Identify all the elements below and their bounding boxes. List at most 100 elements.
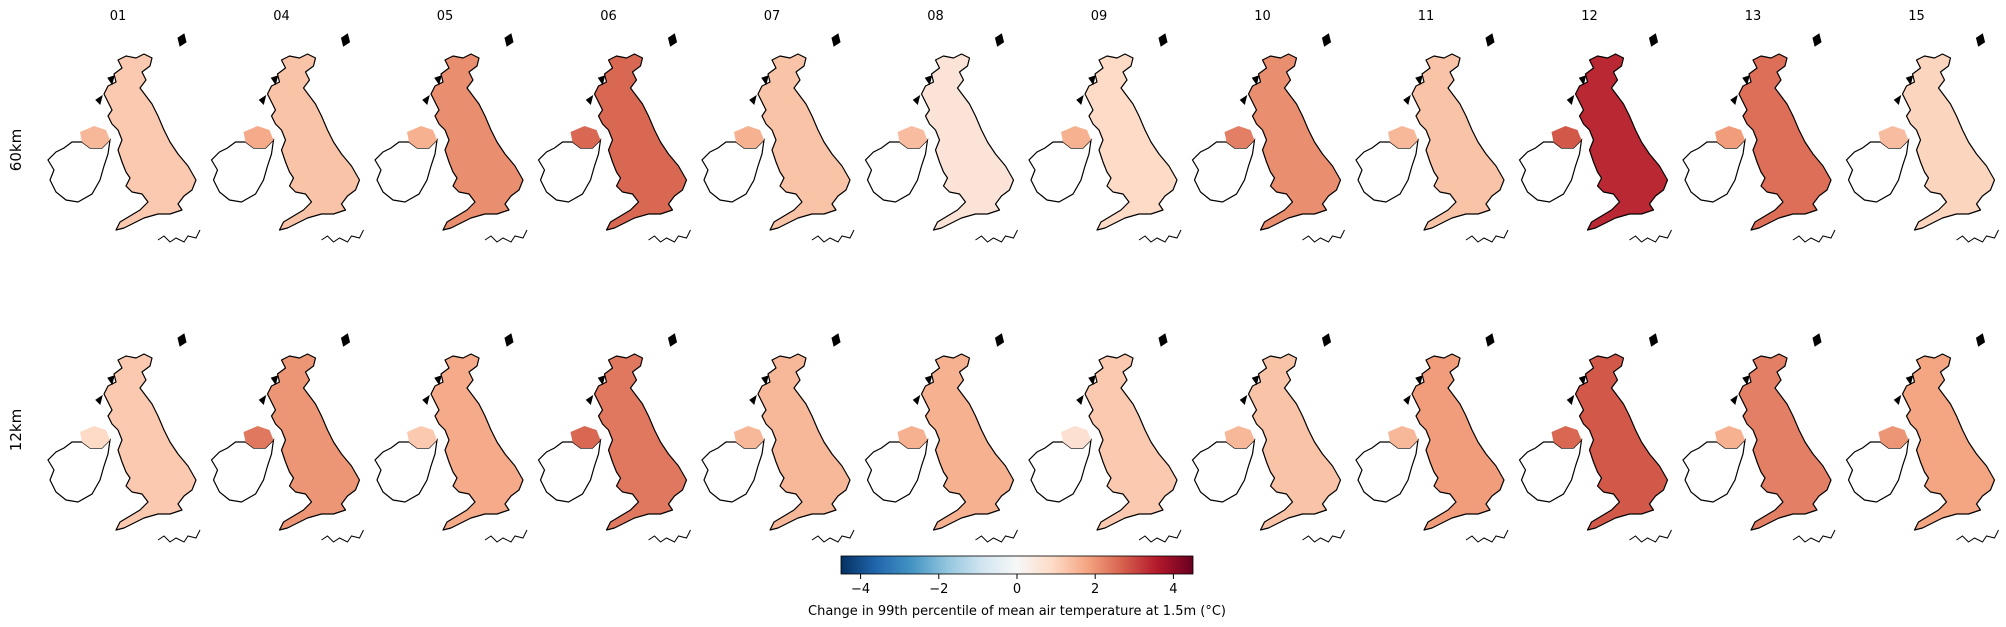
coastline-detail [1158, 333, 1168, 347]
coastline-detail [1403, 94, 1411, 105]
ireland-outline [1518, 438, 1583, 503]
coastline-detail [1158, 33, 1168, 47]
northern-ireland-field [897, 126, 928, 148]
coastline-detail [667, 33, 678, 47]
row-label-12km: 12km [7, 409, 25, 451]
coastline-detail [1403, 394, 1411, 405]
great-britain-field [593, 53, 688, 231]
coastline-detail [1629, 529, 1672, 543]
column-title-04: 04 [273, 9, 290, 24]
coastline-detail [321, 229, 364, 243]
northern-ireland-field [1551, 426, 1582, 448]
row-label-60km: 60km [7, 129, 25, 171]
column-title-01: 01 [110, 9, 127, 24]
map-panel-12km-10 [1191, 333, 1345, 543]
map-panels [47, 33, 1999, 543]
ireland-outline [1845, 438, 1910, 503]
colorbar-tick-label: 4 [1169, 582, 1177, 597]
coastline-detail [1893, 394, 1902, 405]
coastline-detail [1251, 75, 1260, 86]
great-britain-field [1411, 353, 1505, 531]
map-panel-60km-09 [1028, 33, 1182, 243]
colorbar-label: Change in 99th percentile of mean air te… [808, 604, 1226, 619]
coastline-detail [597, 375, 606, 386]
coastline-detail [270, 75, 279, 86]
column-title-06: 06 [600, 9, 617, 24]
northern-ireland-field [1061, 426, 1091, 448]
great-britain-field [1411, 53, 1505, 231]
coastline-detail [1742, 75, 1750, 86]
great-britain-field [920, 53, 1015, 231]
coastline-detail [1566, 394, 1575, 405]
coastline-detail [1730, 394, 1738, 405]
ireland-outline [374, 138, 438, 203]
map-panel-12km-09 [1028, 333, 1182, 543]
great-britain-field [1738, 353, 1832, 531]
ireland-outline [210, 438, 275, 503]
colorbar-ticks: −4 −2 0 2 4 [851, 574, 1178, 597]
ireland-outline [1191, 438, 1256, 503]
coastline-detail [1812, 33, 1822, 47]
coastline-detail [1465, 529, 1509, 543]
great-britain-field [1574, 353, 1669, 531]
coastline-detail [749, 94, 757, 105]
coastline-detail [912, 394, 921, 405]
coastline-detail [422, 394, 430, 405]
coastline-detail [1076, 94, 1084, 105]
coastline-detail [422, 94, 430, 105]
coastline-detail [1893, 94, 1902, 105]
coastline-detail [912, 94, 921, 105]
column-title-05: 05 [437, 9, 454, 24]
map-panel-60km-01 [47, 33, 201, 243]
map-panel-12km-15 [1845, 333, 1999, 543]
coastline-detail [484, 229, 528, 243]
northern-ireland-field [80, 126, 110, 148]
column-title-07: 07 [764, 9, 781, 24]
map-panel-60km-04 [210, 33, 364, 243]
coastline-detail [975, 529, 1018, 543]
column-title-11: 11 [1418, 9, 1435, 24]
coastline-detail [1792, 229, 1836, 243]
ireland-outline [1191, 138, 1256, 203]
coastline-detail [1251, 375, 1260, 386]
ireland-outline [1355, 138, 1419, 203]
coastline-detail [648, 529, 691, 543]
great-britain-field [757, 53, 851, 231]
coastline-detail [1975, 33, 1986, 47]
coastline-detail [811, 229, 855, 243]
coastline-detail [1566, 94, 1575, 105]
map-panel-60km-12 [1518, 33, 1672, 243]
northern-ireland-field [1878, 426, 1909, 448]
map-panel-60km-07 [701, 33, 855, 243]
ireland-outline [1845, 138, 1910, 203]
coastline-detail [924, 375, 933, 386]
coastline-detail [1730, 94, 1738, 105]
colorbar-tick-label: 0 [1013, 582, 1021, 597]
column-title-09: 09 [1091, 9, 1108, 24]
map-panel-12km-12 [1518, 333, 1672, 543]
ireland-outline [1682, 438, 1746, 503]
column-title-10: 10 [1254, 9, 1271, 24]
great-britain-field [1901, 353, 1996, 531]
map-panel-12km-01 [47, 333, 201, 543]
coastline-detail [1321, 33, 1332, 47]
northern-ireland-field [1715, 426, 1745, 448]
coastline-detail [258, 394, 267, 405]
coastline-detail [597, 75, 606, 86]
coastline-detail [1578, 75, 1587, 86]
ireland-outline [47, 138, 111, 203]
coastline-detail [994, 33, 1005, 47]
coastline-detail [1088, 75, 1096, 86]
coastline-detail [1302, 229, 1345, 243]
column-title-15: 15 [1908, 9, 1925, 24]
map-panel-60km-10 [1191, 33, 1345, 243]
northern-ireland-field [1715, 126, 1745, 148]
coastline-detail [484, 529, 528, 543]
coastline-detail [270, 375, 279, 386]
coastline-detail [749, 394, 757, 405]
coastline-detail [177, 333, 187, 347]
northern-ireland-field [407, 426, 437, 448]
coastline-detail [994, 333, 1005, 347]
ireland-outline [864, 138, 929, 203]
